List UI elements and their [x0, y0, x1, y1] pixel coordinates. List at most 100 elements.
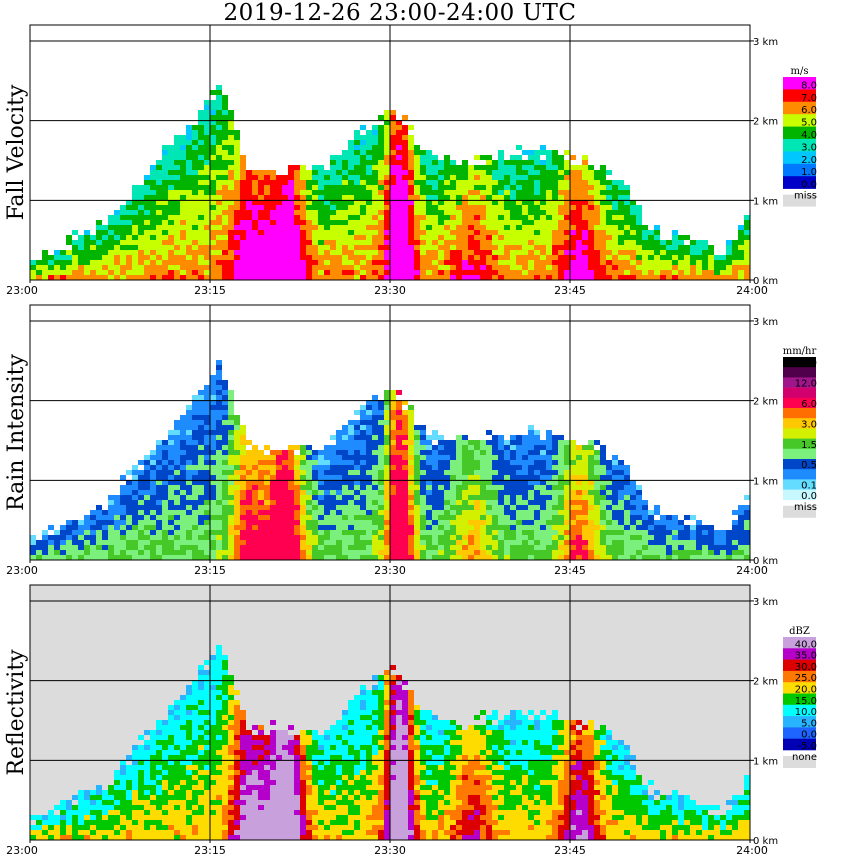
heatmap-cell [342, 555, 348, 560]
heatmap-cell [228, 420, 234, 425]
heatmap-cell [492, 200, 498, 205]
heatmap-cell [360, 490, 366, 495]
heatmap-cell [606, 205, 612, 210]
heatmap-cell [438, 525, 444, 530]
heatmap-cell [162, 250, 168, 255]
heatmap-cell [204, 145, 210, 150]
heatmap-cell [192, 540, 198, 545]
heatmap-cell [198, 110, 204, 115]
heatmap-cell [414, 530, 420, 535]
heatmap-cell [624, 265, 630, 270]
heatmap-cell [546, 240, 552, 245]
heatmap-cell [456, 195, 462, 200]
heatmap-cell [342, 250, 348, 255]
heatmap-cell [102, 550, 108, 555]
heatmap-cell [504, 455, 510, 460]
heatmap-cell [588, 445, 594, 450]
heatmap-cell [540, 145, 546, 150]
heatmap-cell [390, 215, 396, 220]
heatmap-cell [564, 475, 570, 480]
heatmap-cell [192, 495, 198, 500]
heatmap-cell [564, 540, 570, 545]
heatmap-cell [270, 545, 276, 550]
heatmap-cell [174, 455, 180, 460]
heatmap-cell [198, 255, 204, 260]
heatmap-cell [48, 535, 54, 540]
heatmap-cell [42, 555, 48, 560]
heatmap-cell [174, 135, 180, 140]
heatmap-cell [324, 210, 330, 215]
heatmap-cell [96, 245, 102, 250]
heatmap-cell [738, 255, 744, 260]
heatmap-cell [606, 475, 612, 480]
heatmap-cell [456, 460, 462, 465]
heatmap-cell [228, 485, 234, 490]
heatmap-cell [450, 275, 456, 280]
heatmap-cell [288, 455, 294, 460]
heatmap-cell [204, 260, 210, 265]
heatmap-cell [216, 375, 222, 380]
heatmap-cell [78, 260, 84, 265]
heatmap-cell [228, 230, 234, 235]
heatmap-cell [342, 255, 348, 260]
heatmap-cell [216, 440, 222, 445]
heatmap-cell [156, 500, 162, 505]
heatmap-cell [210, 155, 216, 160]
heatmap-cell [654, 540, 660, 545]
heatmap-cell [306, 470, 312, 475]
heatmap-cell [672, 545, 678, 550]
heatmap-cell [510, 240, 516, 245]
heatmap-cell [366, 240, 372, 245]
heatmap-cell [426, 550, 432, 555]
heatmap-cell [324, 505, 330, 510]
heatmap-cell [234, 555, 240, 560]
heatmap-cell [522, 520, 528, 525]
heatmap-cell [552, 240, 558, 245]
heatmap-cell [186, 530, 192, 535]
heatmap-cell [210, 225, 216, 230]
heatmap-cell [258, 240, 264, 245]
heatmap-cell [234, 190, 240, 195]
heatmap-cell [156, 160, 162, 165]
heatmap-cell [270, 180, 276, 185]
heatmap-cell [246, 215, 252, 220]
heatmap-cell [60, 555, 66, 560]
heatmap-cell [630, 520, 636, 525]
heatmap-cell [192, 400, 198, 405]
heatmap-cell [366, 185, 372, 190]
heatmap-cell [456, 200, 462, 205]
heatmap-cell [540, 530, 546, 535]
heatmap-cell [312, 450, 318, 455]
heatmap-cell [546, 530, 552, 535]
heatmap-cell [276, 180, 282, 185]
heatmap-cell [216, 365, 222, 370]
heatmap-cell [348, 235, 354, 240]
heatmap-cell [366, 260, 372, 265]
heatmap-cell [294, 225, 300, 230]
heatmap-cell [420, 535, 426, 540]
heatmap-cell [120, 525, 126, 530]
heatmap-cell [552, 460, 558, 465]
heatmap-cell [258, 170, 264, 175]
heatmap-cell [426, 250, 432, 255]
heatmap-cell [672, 230, 678, 235]
heatmap-cell [318, 505, 324, 510]
heatmap-cell [216, 220, 222, 225]
heatmap-cell [144, 510, 150, 515]
heatmap-cell [210, 540, 216, 545]
heatmap-cell [204, 400, 210, 405]
heatmap-cell [198, 470, 204, 475]
heatmap-cell [372, 425, 378, 430]
heatmap-cell [432, 450, 438, 455]
heatmap-cell [126, 520, 132, 525]
heatmap-cell [150, 230, 156, 235]
heatmap-cell [78, 525, 84, 530]
heatmap-cell [258, 175, 264, 180]
heatmap-cell [462, 240, 468, 245]
heatmap-cell [396, 190, 402, 195]
heatmap-cell [540, 450, 546, 455]
heatmap-cell [594, 205, 600, 210]
heatmap-cell [708, 275, 714, 280]
heatmap-cell [234, 440, 240, 445]
heatmap-cell [414, 220, 420, 225]
